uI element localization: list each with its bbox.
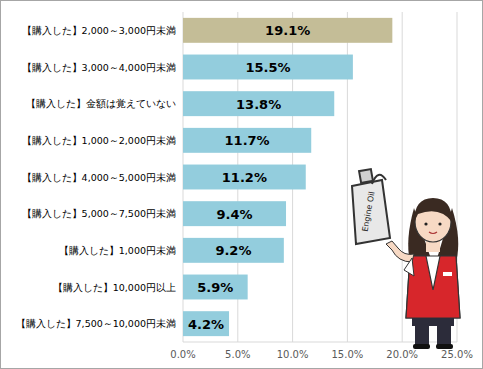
- vest: [406, 256, 460, 318]
- sleeve: [404, 258, 414, 276]
- bar: [183, 91, 334, 116]
- annotation: Engine Oil: [361, 191, 377, 233]
- shoe: [436, 344, 453, 349]
- bar: [183, 55, 353, 80]
- data-label: 9.4%: [216, 207, 252, 222]
- category-label: 【購入した】2,000～3,000円未満: [22, 25, 176, 36]
- bar: [183, 238, 284, 263]
- chart: 0.0% 5.0% 10.0% 15.0% 20.0% 25.0% 【購入した】2,000～…: [0, 0, 483, 369]
- eye: [424, 222, 427, 225]
- data-label: 15.5%: [245, 60, 290, 75]
- eye: [438, 222, 441, 225]
- category-label: 【購入した】4,000～5,000円未満: [22, 172, 176, 183]
- data-label: 11.2%: [222, 170, 267, 185]
- bar: [183, 275, 248, 300]
- badge: [443, 272, 452, 276]
- tick-label: 5.0%: [225, 349, 250, 360]
- category-label: 【購入した】金額は覚えていない: [26, 98, 176, 109]
- tick-label: 10.0%: [277, 349, 309, 360]
- tick-label: 15.0%: [332, 349, 364, 360]
- skirt: [412, 318, 454, 326]
- shirt: [406, 256, 460, 318]
- tick-label: 0.0%: [170, 349, 195, 360]
- data-label: 9.2%: [215, 243, 251, 258]
- category-label: 【購入した】5,000～7,500円未満: [22, 208, 176, 219]
- bars: [183, 18, 392, 336]
- hair: [414, 198, 452, 222]
- category-label: 【購入した】1,000円未満: [59, 245, 176, 256]
- mouth: [429, 232, 437, 234]
- tick-label: 25.0%: [441, 349, 473, 360]
- category-label: 【購入した】7,500～10,000円未満: [16, 318, 176, 329]
- shoe: [413, 344, 430, 349]
- tick-label: 20.0%: [386, 349, 418, 360]
- data-label: 19.1%: [265, 23, 310, 38]
- grid-line: [402, 12, 403, 342]
- category-label: 【購入した】1,000～2,000円未満: [22, 135, 176, 146]
- category-label: 【購入した】10,000円以上: [53, 282, 176, 293]
- data-label: 4.2%: [188, 317, 224, 332]
- data-label: 5.9%: [197, 280, 233, 295]
- oil-can-cap: [359, 169, 373, 183]
- data-label: 11.7%: [225, 133, 270, 148]
- illustration: Engine Oil: [352, 169, 460, 349]
- bar: [183, 201, 286, 226]
- chart-border: [1, 1, 483, 369]
- bar: [183, 18, 392, 43]
- leg: [437, 326, 451, 346]
- category-label: 【購入した】3,000～4,000円未満: [22, 62, 176, 73]
- oil-can-handle: [372, 175, 386, 184]
- bar: [183, 311, 229, 336]
- arm: [386, 241, 414, 262]
- bar: [183, 128, 311, 153]
- data-label: 13.8%: [236, 97, 281, 112]
- oil-can: [352, 180, 390, 244]
- leg: [415, 326, 429, 346]
- bar: [183, 165, 306, 190]
